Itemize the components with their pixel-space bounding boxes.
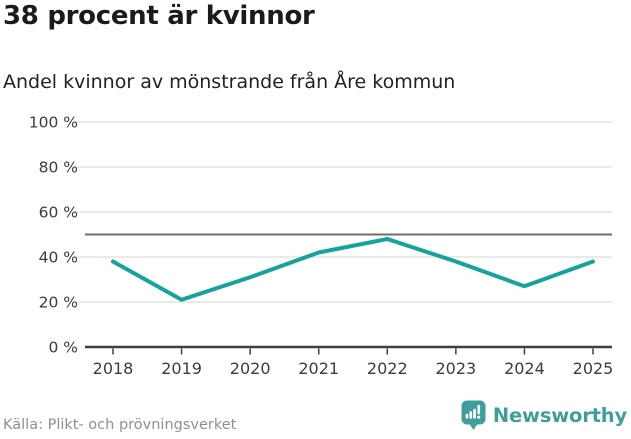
x-tick-label: 2020 bbox=[230, 359, 271, 378]
chart-title: 38 procent är kvinnor bbox=[3, 1, 315, 31]
x-tick-label: 2018 bbox=[93, 359, 134, 378]
y-tick-label: 80 % bbox=[39, 159, 78, 177]
newsworthy-icon bbox=[461, 400, 486, 430]
exclamation-dot bbox=[477, 415, 481, 419]
bar-medium bbox=[469, 411, 472, 419]
newsworthy-wordmark: Newsworthy bbox=[492, 404, 627, 427]
bar-tall bbox=[473, 408, 476, 419]
y-tick-label: 0 % bbox=[48, 339, 78, 357]
data-line bbox=[111, 237, 595, 302]
y-tick-label: 40 % bbox=[39, 249, 78, 267]
y-tick-label: 60 % bbox=[39, 204, 78, 222]
newsworthy-logo: Newsworthy bbox=[461, 400, 627, 431]
exclamation-bar bbox=[477, 404, 480, 415]
y-tick-label: 100 % bbox=[29, 114, 78, 132]
x-tick-label: 2025 bbox=[573, 359, 614, 378]
chart-subtitle: Andel kvinnor av mönstrande från Åre kom… bbox=[3, 71, 456, 93]
y-tick-label: 20 % bbox=[39, 294, 78, 312]
source-note: Källa: Plikt- och prövningsverket bbox=[3, 417, 237, 433]
x-tick-label: 2019 bbox=[161, 359, 202, 378]
x-tick-label: 2024 bbox=[504, 359, 545, 378]
bar-small bbox=[465, 413, 469, 419]
x-tick-label: 2023 bbox=[435, 359, 476, 378]
x-tick-label: 2021 bbox=[298, 359, 339, 378]
x-tick-label: 2022 bbox=[367, 359, 408, 378]
